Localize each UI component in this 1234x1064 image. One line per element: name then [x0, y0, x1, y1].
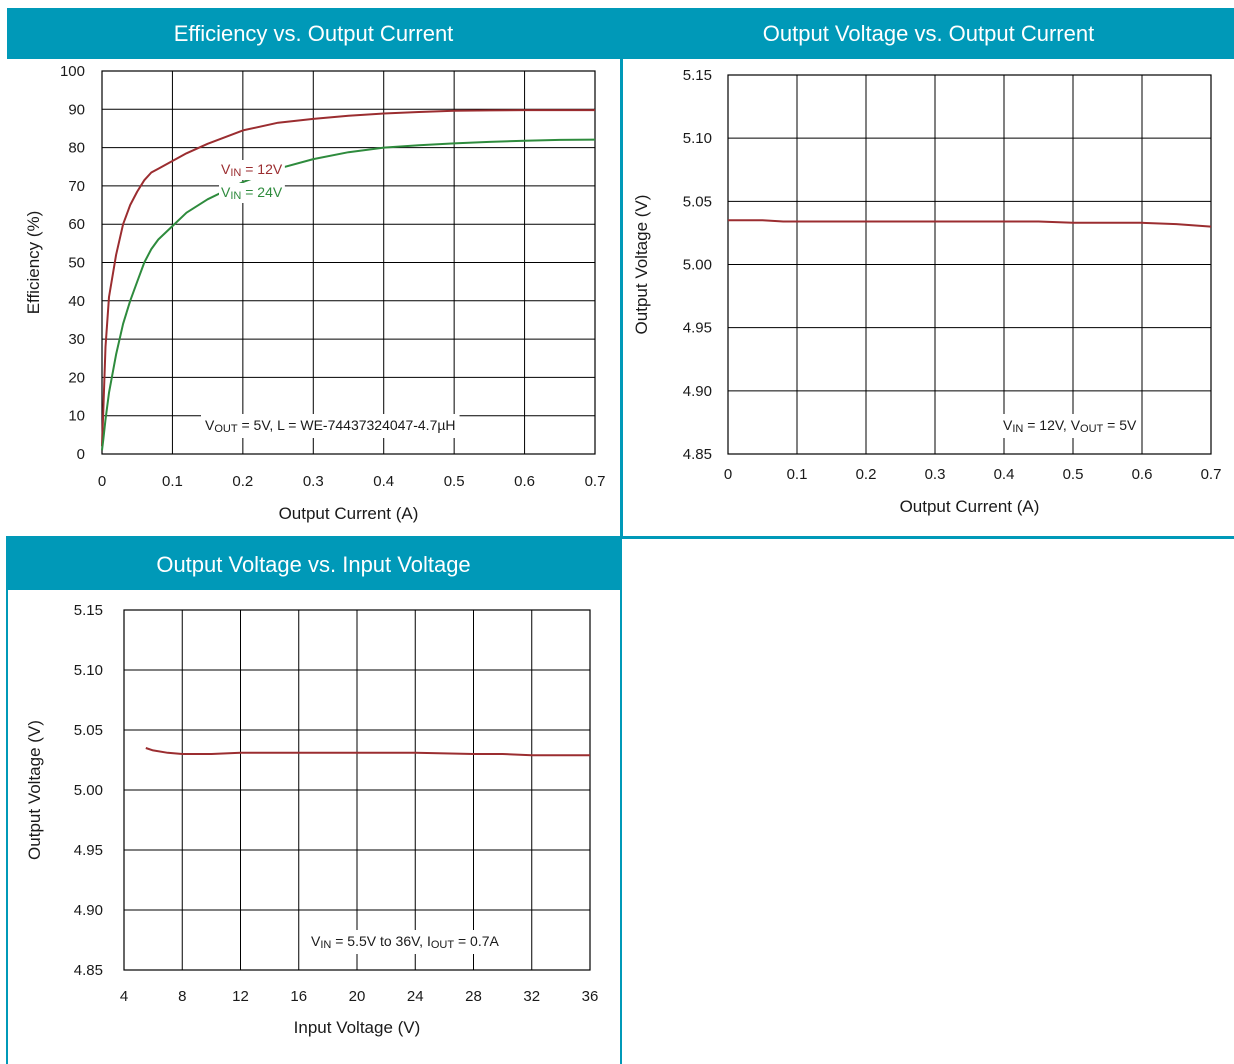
x-tick-label: 32: [523, 988, 540, 1005]
x-tick-label: 0.5: [444, 473, 465, 490]
condition-note: VIN = 12V, VOUT = 5V: [1003, 417, 1137, 435]
legend-entry-1: VIN = 24V: [221, 184, 283, 202]
y-tick-label: 4.95: [683, 320, 712, 337]
y-tick-label: 4.95: [74, 842, 103, 859]
x-tick-label: 0.7: [1201, 466, 1222, 483]
efficiency-chart: 0 0.1 0.2 0.3 0.4 0.5 0.6 0.7 0 10 20 30 40 50 60 70 80 9…: [24, 63, 606, 523]
vertical-divider-bottom: [620, 536, 622, 1064]
panel-vout-vs-vin: Output Voltage vs. Input Voltage 4 8 12 16 2…: [7, 539, 620, 1064]
y-tick-label: 50: [68, 255, 85, 272]
x-tick-label: 12: [232, 988, 249, 1005]
y-tick-label: 5.10: [683, 130, 712, 147]
plot-frame: [101, 70, 596, 455]
horizontal-divider: [7, 536, 1234, 539]
legend-entry-0: VIN = 12V: [221, 161, 283, 179]
y-tick-label: 4.85: [74, 962, 103, 979]
grid: [123, 609, 591, 971]
x-tick-label: 4: [120, 988, 128, 1005]
x-tick-label: 0.4: [373, 473, 394, 490]
x-tick-label: 0: [98, 473, 106, 490]
legend-entry-bg: [219, 160, 285, 180]
x-axis-label: Output Current (A): [900, 497, 1040, 516]
condition-note: VIN = 5.5V to 36V, IOUT = 0.7A: [311, 933, 500, 951]
x-tick-label: 0.2: [232, 473, 253, 490]
condition-note-bg: [999, 414, 1142, 438]
x-tick-label: 36: [582, 988, 599, 1005]
y-tick-label: 5.10: [74, 662, 103, 679]
y-tick-label: 5.05: [74, 722, 103, 739]
x-tick-label: 0.1: [162, 473, 183, 490]
vout-vs-iout-chart: 0 0.1 0.2 0.3 0.4 0.5 0.6 0.7 4.85 4.90 4.95 5.00 5.…: [632, 67, 1222, 516]
y-tick-label: 5.00: [74, 782, 103, 799]
condition-note-bg: [307, 930, 504, 954]
x-tick-label: 20: [349, 988, 366, 1005]
x-tick-label: 8: [178, 988, 186, 1005]
vout-vs-vin-chart: 4 8 12 16 20 24 28 32 36 4.85 4.90 4.95 5.00 5.05 5.10…: [25, 602, 599, 1037]
panel-vout-vs-iout-title: Output Voltage vs. Output Current: [762, 20, 1095, 46]
y-tick-label: 20: [68, 369, 85, 386]
plot-frame: [123, 609, 591, 971]
panel-efficiency-title: Efficiency vs. Output Current: [173, 20, 454, 46]
plot-frame: [727, 74, 1212, 455]
y-tick-label: 5.05: [683, 193, 712, 210]
x-tick-label: 0.1: [787, 466, 808, 483]
panel-vout-vs-iout-header: Output Voltage vs. Output Current: [623, 8, 1234, 59]
x-tick-label: 28: [465, 988, 482, 1005]
y-tick-label: 90: [68, 101, 85, 118]
x-tick-label: 24: [407, 988, 424, 1005]
grid: [101, 70, 596, 455]
panel-vout-vs-iout: Output Voltage vs. Output Current 0 0.1 0.…: [623, 8, 1234, 536]
x-axis-label: Output Current (A): [279, 504, 419, 523]
y-tick-label: 40: [68, 293, 85, 310]
efficiency-series-line-1: [101, 138, 596, 451]
y-tick-label: 70: [68, 178, 85, 195]
panel-vout-vs-vin-title: Output Voltage vs. Input Voltage: [156, 551, 471, 577]
x-tick-label: 0.3: [303, 473, 324, 490]
left-border: [6, 536, 8, 1064]
y-tick-label: 4.90: [74, 902, 103, 919]
y-tick-label: 4.85: [683, 446, 712, 463]
y-tick-label: 0: [77, 446, 85, 463]
legend-entry-bg: [219, 183, 285, 203]
y-tick-label: 100: [60, 63, 85, 80]
vertical-divider-top: [620, 8, 623, 536]
x-axis-label: Input Voltage (V): [294, 1018, 421, 1037]
y-axis-label: Output Voltage (V): [25, 720, 44, 860]
x-tick-label: 0: [724, 466, 732, 483]
x-tick-label: 0.6: [1132, 466, 1153, 483]
x-tick-label: 0.2: [856, 466, 877, 483]
vout-vin-series-line-0: [145, 747, 590, 757]
grid: [727, 74, 1212, 455]
panel-vout-vs-vin-header: Output Voltage vs. Input Voltage: [7, 539, 620, 590]
y-tick-label: 60: [68, 216, 85, 233]
x-tick-label: 0.7: [585, 473, 606, 490]
x-tick-label: 0.3: [925, 466, 946, 483]
x-tick-label: 0.5: [1063, 466, 1084, 483]
x-tick-label: 0.6: [514, 473, 535, 490]
vout-iout-series-line-0: [728, 219, 1212, 228]
y-tick-label: 80: [68, 140, 85, 157]
panel-efficiency: Efficiency vs. Output Current 0 0.1 0.2 0.3…: [7, 8, 620, 536]
efficiency-series-line-0: [101, 109, 595, 447]
y-tick-label: 30: [68, 331, 85, 348]
y-axis-label: Efficiency (%): [24, 211, 43, 315]
condition-note: VOUT = 5V, L = WE-74437324047-4.7µH: [205, 417, 456, 435]
condition-note-bg: [201, 414, 460, 438]
x-tick-label: 16: [290, 988, 307, 1005]
y-tick-label: 5.00: [683, 257, 712, 274]
y-axis-label: Output Voltage (V): [632, 195, 651, 335]
y-tick-label: 5.15: [74, 602, 103, 619]
panel-efficiency-header: Efficiency vs. Output Current: [7, 8, 620, 59]
y-tick-label: 5.15: [683, 67, 712, 84]
y-tick-label: 10: [68, 408, 85, 425]
x-tick-label: 0.4: [994, 466, 1015, 483]
y-tick-label: 4.90: [683, 383, 712, 400]
